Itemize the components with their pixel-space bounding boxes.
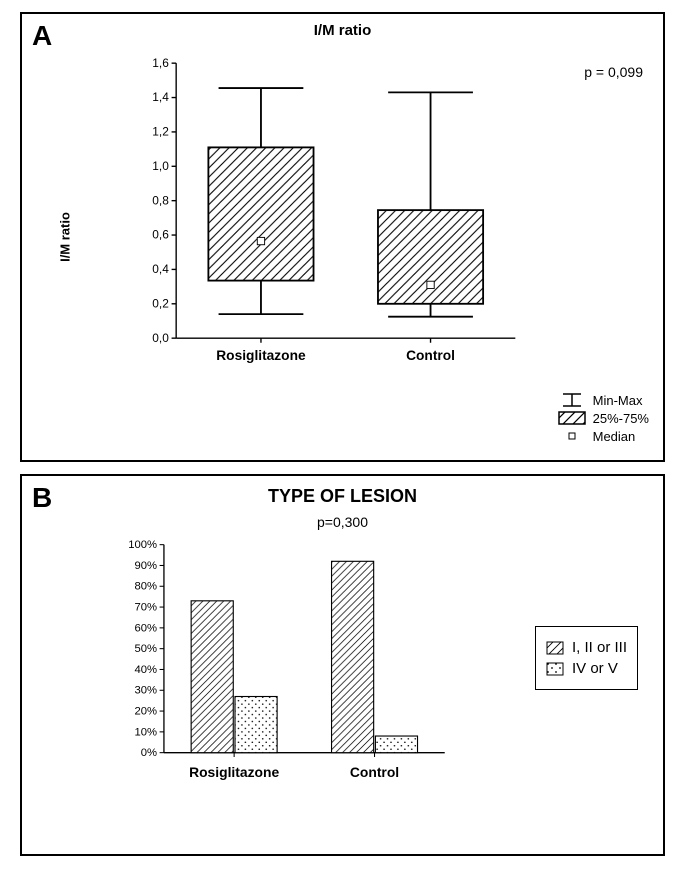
panel-a-title: I/M ratio: [314, 22, 372, 39]
svg-text:0,6: 0,6: [152, 228, 169, 242]
svg-text:60%: 60%: [134, 622, 157, 634]
svg-text:0,2: 0,2: [152, 296, 169, 310]
svg-text:1,2: 1,2: [152, 125, 169, 139]
panel-a-y-axis-label: I/M ratio: [57, 212, 72, 262]
panel-b-pvalue: p=0,300: [317, 514, 368, 530]
panel-b-letter: B: [32, 482, 52, 514]
legend-minmax-label: Min-Max: [593, 393, 643, 408]
svg-text:Control: Control: [406, 348, 455, 363]
panel-b-barchart: B TYPE OF LESION p=0,300 0% 10% 20% 30% 40% 5…: [20, 474, 665, 856]
panel-a-boxplot: A I/M ratio p = 0,099 I/M ratio 0,00,20,…: [20, 12, 665, 462]
svg-text:30%: 30%: [134, 685, 157, 697]
median-square-icon: [557, 428, 587, 444]
legend-item-iqr: 25%-75%: [557, 410, 649, 426]
svg-text:90%: 90%: [134, 560, 157, 572]
hatch-swatch-icon: [546, 641, 564, 655]
svg-text:50%: 50%: [134, 643, 157, 655]
svg-text:0,4: 0,4: [152, 262, 169, 276]
svg-text:70%: 70%: [134, 602, 157, 614]
svg-text:0,0: 0,0: [152, 331, 169, 345]
svg-text:0%: 0%: [141, 747, 157, 759]
legend-median-label: Median: [593, 429, 636, 444]
panel-a-plot-area: 0,0 0,2 0,4 0,6 0,8 1,0 1,2 1,4 1,6 Rosiglitazone…: [122, 54, 542, 384]
legend-series1-label: I, II or III: [572, 639, 627, 656]
whisker-icon: [557, 392, 587, 408]
svg-text:80%: 80%: [134, 581, 157, 593]
svg-text:40%: 40%: [134, 664, 157, 676]
legend-series2-label: IV or V: [572, 660, 618, 677]
panel-b-title: TYPE OF LESION: [268, 486, 417, 507]
svg-text:100%: 100%: [128, 539, 157, 551]
svg-text:Rosiglitazone: Rosiglitazone: [216, 348, 306, 363]
svg-text:Control: Control: [350, 764, 399, 780]
svg-text:1,6: 1,6: [152, 56, 169, 70]
svg-text:1,0: 1,0: [152, 159, 169, 173]
svg-text:Rosiglitazone: Rosiglitazone: [189, 764, 279, 780]
panel-a-pvalue: p = 0,099: [584, 64, 643, 80]
legend-iqr-label: 25%-75%: [593, 411, 649, 426]
svg-text:0,8: 0,8: [152, 193, 169, 207]
panel-b-legend: I, II or III IV or V: [535, 626, 638, 690]
panel-a-letter: A: [32, 20, 52, 52]
hatch-box-icon: [557, 410, 587, 426]
legend-item-series1: I, II or III: [546, 639, 627, 656]
panel-a-legend: Min-Max 25%-75% Median: [557, 390, 649, 446]
legend-item-series2: IV or V: [546, 660, 627, 677]
svg-text:10%: 10%: [134, 726, 157, 738]
svg-text:20%: 20%: [134, 706, 157, 718]
legend-item-median: Median: [557, 428, 649, 444]
dot-swatch-icon: [546, 662, 564, 676]
panel-b-plot-area: 0% 10% 20% 30% 40% 50% 60% 70% 80% 90% 100% Rosigli…: [97, 536, 477, 796]
svg-text:1,4: 1,4: [152, 90, 169, 104]
legend-item-minmax: Min-Max: [557, 392, 649, 408]
